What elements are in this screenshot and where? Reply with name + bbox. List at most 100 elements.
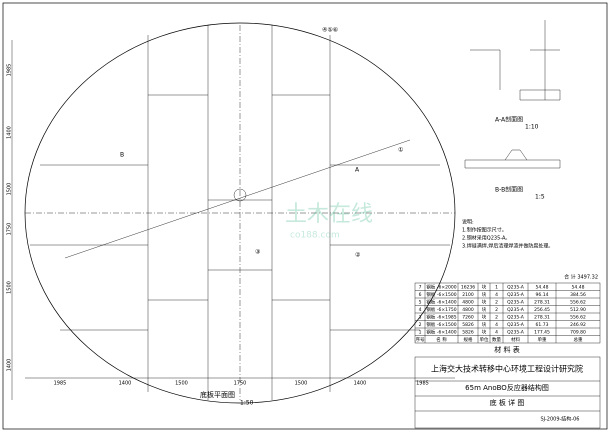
section-title: B-B剖面图 xyxy=(495,186,523,194)
table-header: 单重 xyxy=(538,336,547,343)
table-header: 数量 xyxy=(492,336,501,343)
table-cell: 4800 xyxy=(462,307,474,313)
drawing-title: 底 板 详 图 xyxy=(490,398,525,407)
table-cell: 5 xyxy=(419,299,422,305)
table-header: 规格 xyxy=(464,336,473,343)
note: 2.钢材采用Q235-A。 xyxy=(462,235,510,242)
table-cell: 钢板 -6×2000 xyxy=(426,283,456,290)
table-cell: 16236 xyxy=(461,284,475,290)
table-cell: 2 xyxy=(495,299,498,305)
section-b: B-B剖面图 1:5 xyxy=(464,149,561,201)
dimension: 1985 xyxy=(7,64,13,77)
dimension: 1750 xyxy=(7,223,13,236)
table-title: 材 料 表 xyxy=(494,345,519,354)
watermark-text: 土木在线 xyxy=(285,202,373,227)
dimension: 1750 xyxy=(234,381,247,387)
table-header: 单位 xyxy=(480,336,489,343)
table-cell: 6 xyxy=(419,292,422,298)
dimension: 1985 xyxy=(54,381,67,387)
section-scale: 1:5 xyxy=(535,194,545,201)
institute: 上海交大技术转移中心环境工程设计研究院 xyxy=(431,364,583,374)
table-cell: Q235-A xyxy=(507,307,525,313)
table-cell: 钢板 -6×1500 xyxy=(426,291,456,298)
table-cell: Q235-A xyxy=(507,299,525,305)
material-table: 合 计 3497.32 7 钢板 -6×2000 16236 块 1 Q235-A 54.48… xyxy=(414,274,601,354)
dimension: 1400 xyxy=(7,359,13,372)
table-header: 材料 xyxy=(511,336,520,343)
table-cell: 块 xyxy=(482,291,487,298)
dimension: 1985 xyxy=(416,381,429,387)
dimension: 1500 xyxy=(7,183,13,196)
table-cell: 278.31 xyxy=(534,314,550,320)
dimension: 1500 xyxy=(175,381,188,387)
table-cell: 556.62 xyxy=(570,299,586,305)
table-cell: 块 xyxy=(482,306,487,313)
dimension: 1500 xyxy=(7,281,13,294)
section-title: A-A剖面图 xyxy=(495,116,523,124)
title-block: 上海交大技术转移中心环境工程设计研究院 65m AnoBO反应器结构图 底 板 … xyxy=(414,356,601,429)
table-cell: 钢板 -6×1400 xyxy=(426,328,456,335)
table-cell: 钢板 -6×1985 xyxy=(426,313,456,320)
table-cell: 块 xyxy=(482,328,487,335)
callout: ③ xyxy=(255,249,260,256)
table-cell: 4 xyxy=(495,292,498,298)
table-cell: 5826 xyxy=(462,322,474,328)
table-cell: 512.90 xyxy=(570,307,586,313)
table-cell: 278.31 xyxy=(534,299,550,305)
dimensions: 1985 1400 1500 1750 1500 1400 1985 1985 1400 1500… xyxy=(7,40,455,400)
table-total: 合 计 3497.32 xyxy=(564,274,598,281)
section-scale: 1:10 xyxy=(525,124,539,131)
dimension: 1400 xyxy=(354,381,367,387)
dimension: 1500 xyxy=(295,381,308,387)
table-cell: 256.45 xyxy=(534,307,550,313)
notes: 说明:1.制作按图示尺寸。2.钢材采用Q235-A。3.焊缝满焊,焊后清理焊渣并… xyxy=(462,219,553,250)
table-cell: 块 xyxy=(482,283,487,290)
table-cell: 钢板 -6×1750 xyxy=(426,306,456,313)
table-cell: 钢板 -6×1400 xyxy=(426,298,456,305)
dimension: 1400 xyxy=(119,381,132,387)
section-a: A-A剖面图 1:10 xyxy=(470,20,561,131)
table-cell: 1 xyxy=(495,284,498,290)
table-cell: 556.62 xyxy=(570,314,586,320)
table-cell: 54.48 xyxy=(536,284,549,290)
table-cell: 钢板 -6×1500 xyxy=(426,321,456,328)
marker: A xyxy=(355,167,360,174)
note: 1.制作按图示尺寸。 xyxy=(462,227,507,234)
table-cell: 96.14 xyxy=(536,292,549,298)
plan-labels: 底板平面图 1:50 B A ④⑤⑥ ① ② ③ xyxy=(120,27,403,407)
dimension: 1400 xyxy=(7,126,13,139)
drawing-no: SJ-2009-结构-06 xyxy=(541,416,580,423)
table-header: 序号 xyxy=(416,336,425,343)
table-cell: Q235-A xyxy=(507,284,525,290)
table-cell: 246.92 xyxy=(570,322,586,328)
note: 说明: xyxy=(462,219,474,226)
note: 3.焊缝满焊,焊后清理焊渣并做防腐处理。 xyxy=(462,243,553,250)
table-cell: 4 xyxy=(419,307,422,313)
table-header: 总重 xyxy=(574,336,583,343)
table-cell: 7260 xyxy=(462,314,474,320)
callout: ① xyxy=(398,147,403,154)
table-cell: 4800 xyxy=(462,299,474,305)
table-cell: 384.56 xyxy=(570,292,586,298)
table-cell: 块 xyxy=(482,321,487,328)
project: 65m AnoBO反应器结构图 xyxy=(465,383,549,392)
table-cell: Q235-A xyxy=(507,292,525,298)
table-cell: 5826 xyxy=(462,329,474,335)
plan xyxy=(24,22,456,404)
table-cell: 61.73 xyxy=(536,322,549,328)
table-cell: 2 xyxy=(495,314,498,320)
plan-scale: 1:50 xyxy=(240,400,254,407)
marker: B xyxy=(120,152,124,159)
table-cell: 3 xyxy=(419,314,422,320)
table-cell: 块 xyxy=(482,298,487,305)
table-cell: 7 xyxy=(419,284,422,290)
table-cell: 1 xyxy=(419,329,422,335)
table-cell: 2 xyxy=(495,307,498,313)
table-cell: 4 xyxy=(495,322,498,328)
watermark-url: co188.com xyxy=(290,231,340,241)
table-cell: 2100 xyxy=(462,292,474,298)
table-cell: 709.80 xyxy=(570,329,586,335)
watermark: 土木在线 co188.com xyxy=(285,202,373,241)
